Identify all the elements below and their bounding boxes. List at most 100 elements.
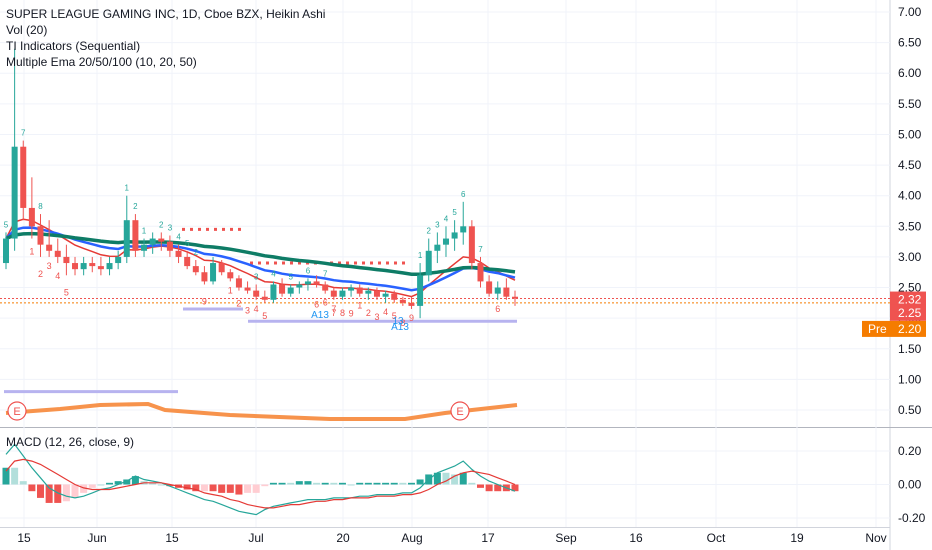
- candle-body: [494, 287, 501, 294]
- ema-fast-line: [5, 218, 516, 298]
- macd-histogram-bar: [433, 472, 441, 485]
- td-down-count: 1: [29, 247, 34, 257]
- td-down-count: 8: [340, 308, 345, 318]
- td-up-count: 7: [323, 269, 328, 278]
- price-tick-label: 1.50: [898, 342, 922, 356]
- time-tick-label: 15: [17, 531, 31, 545]
- candle-body: [28, 207, 35, 227]
- td-up-count: 7: [21, 129, 26, 138]
- macd-histogram-bar: [261, 484, 269, 487]
- price-tick-label: 4.00: [898, 189, 922, 203]
- candle-body: [442, 238, 449, 245]
- macd-histogram-bar: [416, 479, 424, 485]
- candle-body: [408, 302, 415, 306]
- candle-body: [434, 244, 441, 251]
- price-tick-label: 5.50: [898, 97, 922, 111]
- candle-body: [210, 263, 217, 282]
- time-axis: 15 Jun 15 Jul 20 Aug 17 Sep 16 Oct 19 Nov: [17, 531, 886, 545]
- macd-histogram-bar: [11, 467, 19, 485]
- macd-histogram-bar: [451, 474, 459, 485]
- macd-histogram-bar: [226, 484, 234, 493]
- macd-histogram-bar: [468, 482, 476, 485]
- td-down-count: 9: [202, 296, 207, 306]
- macd-tick-label: -0.20: [898, 511, 926, 525]
- candle-body: [270, 284, 277, 300]
- macd-histogram-bar: [485, 484, 493, 492]
- price-label-box: [890, 291, 926, 308]
- price-label-value: 2.20: [898, 322, 922, 336]
- price-tick-label: 5.00: [898, 127, 922, 141]
- td-up-count: 3: [168, 223, 173, 232]
- legend-ema[interactable]: Multiple Ema 20/50/100 (10, 20, 50): [6, 55, 197, 69]
- candle-body: [425, 250, 432, 276]
- candle-body: [235, 278, 242, 288]
- price-axis: 7.00 6.50 6.00 5.50 5.00 4.50 4.00 3.50 3.00 2.50…: [862, 5, 926, 417]
- time-tick-label: Sep: [555, 531, 577, 545]
- candle-body: [123, 220, 130, 257]
- td-down-count: 6: [495, 304, 500, 314]
- legend-volume[interactable]: Vol (20): [6, 23, 48, 37]
- candle-body: [365, 290, 372, 294]
- candle-body: [373, 290, 380, 297]
- price-tick-label: 6.00: [898, 66, 922, 80]
- time-tick-label: 20: [336, 531, 350, 545]
- macd-legend[interactable]: MACD (12, 26, close, 9): [6, 435, 135, 449]
- time-tick-label: Jul: [248, 531, 263, 545]
- macd-histogram-bar: [442, 472, 450, 485]
- candle-body: [330, 290, 337, 297]
- td-down-count: 9: [349, 309, 354, 319]
- td-up-count: 2: [133, 202, 138, 211]
- candle-body: [89, 263, 96, 267]
- time-tick-label: 16: [629, 531, 643, 545]
- td-up-count: 1: [125, 184, 130, 193]
- td-down-count: 1: [357, 301, 362, 311]
- candle-body: [279, 284, 286, 294]
- td-up-count: 6: [306, 266, 311, 275]
- td-down-count: 4: [383, 307, 388, 317]
- candle-body: [477, 263, 484, 282]
- price-tick-label: 6.50: [898, 36, 922, 50]
- candle-body: [486, 281, 493, 294]
- macd-histogram-bar: [494, 484, 502, 492]
- td-up-count: 1: [418, 251, 423, 260]
- td-up-count: 5: [4, 220, 9, 229]
- td-down-count: 5: [392, 311, 397, 321]
- time-tick-label: Aug: [401, 531, 422, 545]
- td-down-count: 7: [331, 308, 336, 318]
- macd-histogram-bar: [183, 484, 191, 490]
- price-tick-label: 2.50: [898, 281, 922, 295]
- candle-body: [175, 250, 182, 257]
- legend-td-sequential[interactable]: TI Indicators (Sequential): [6, 39, 141, 53]
- candle-body: [106, 263, 113, 270]
- macd-histogram-bar: [54, 484, 62, 503]
- earnings-marker: [7, 401, 27, 421]
- ema-lines: [5, 218, 516, 298]
- candle-body: [460, 226, 467, 233]
- candle-body: [399, 299, 406, 303]
- td-countdown-label: A13: [391, 322, 409, 333]
- td-down-count: 5: [64, 287, 69, 297]
- price-label-value: 2.25: [898, 306, 922, 320]
- macd-histogram-bar: [192, 484, 200, 492]
- time-tick-label: Jun: [87, 531, 106, 545]
- td-down-count: 6: [314, 300, 319, 310]
- chart-title[interactable]: SUPER LEAGUE GAMING INC, 1D, Cboe BZX, H…: [6, 7, 326, 21]
- candle-body: [184, 256, 191, 267]
- candle-body: [417, 275, 424, 306]
- macd-histogram-bar: [71, 484, 79, 498]
- macd-histogram-bar: [2, 467, 10, 485]
- macd-histogram-bar: [390, 482, 398, 485]
- chart-legend: SUPER LEAGUE GAMING INC, 1D, Cboe BZX, H…: [6, 6, 325, 70]
- macd-histogram-bar: [149, 482, 157, 485]
- macd-histogram-bar: [476, 484, 484, 488]
- td-up-count: 1: [142, 227, 147, 236]
- td-countdown-label: A13: [311, 310, 329, 321]
- earnings-marker-label: E: [456, 406, 463, 418]
- candle-body: [149, 238, 156, 245]
- time-tick-label: 17: [481, 531, 495, 545]
- td-up-count: 8: [38, 202, 43, 211]
- candle-body: [37, 226, 44, 245]
- candle-body: [322, 284, 329, 291]
